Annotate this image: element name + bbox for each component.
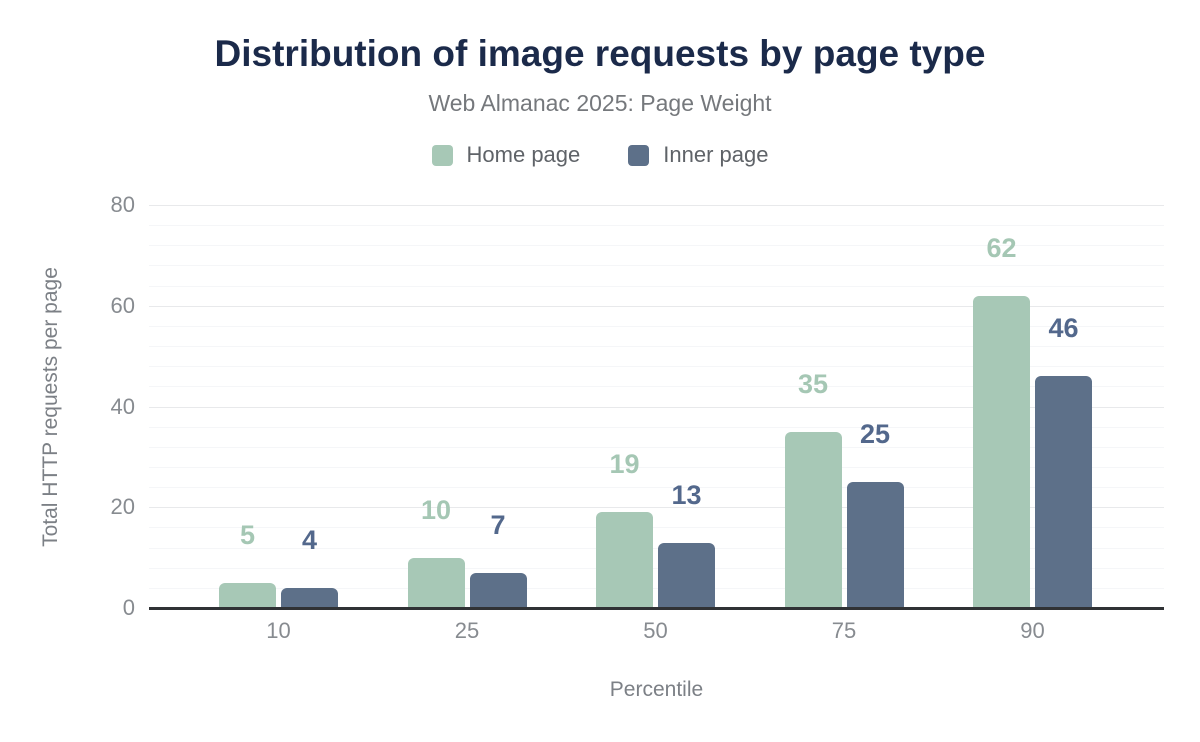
- bar-value-label: 19: [609, 449, 640, 480]
- bar-value-label: 5: [239, 519, 256, 550]
- gridline-minor: [149, 326, 1164, 327]
- gridline-minor: [149, 487, 1164, 488]
- x-axis-line: [149, 607, 1164, 610]
- gridline-minor: [149, 527, 1164, 528]
- bar-value-label: 25: [859, 419, 891, 450]
- bar-inner-p75[interactable]: [846, 482, 904, 608]
- bar-inner-p90[interactable]: [1035, 376, 1092, 608]
- bar-value-label: 4: [301, 524, 318, 555]
- x-tick-label: 90: [1020, 618, 1045, 643]
- inner-page-swatch-icon: [628, 144, 650, 166]
- gridline-minor: [149, 447, 1164, 448]
- x-tick-label: 50: [643, 618, 668, 643]
- gridline-minor: [149, 265, 1164, 266]
- x-tick-label: 75: [831, 618, 857, 643]
- y-tick-label: 20: [110, 494, 135, 519]
- chart-title: Distribution of image requests by page t…: [214, 33, 986, 74]
- y-tick-label: 60: [110, 293, 135, 318]
- bar-home-p75[interactable]: [784, 432, 842, 608]
- gridline-major: [149, 507, 1164, 508]
- y-tick-label: 0: [122, 595, 135, 620]
- gridline-minor: [149, 386, 1164, 387]
- x-tick-label: 25: [454, 618, 480, 643]
- legend: Home page Inner page: [0, 142, 1200, 168]
- gridline-minor: [149, 225, 1164, 226]
- bar-home-p50[interactable]: [596, 512, 653, 608]
- bar-value-label: 35: [797, 368, 829, 399]
- bar-value-label: 7: [490, 509, 506, 540]
- gridline-minor: [149, 568, 1164, 569]
- gridline-minor: [149, 346, 1164, 347]
- gridline-minor: [149, 548, 1164, 549]
- x-axis-title: Percentile: [609, 678, 704, 701]
- legend-label-inner-page: Inner page: [663, 142, 769, 167]
- bar-inner-p10[interactable]: [281, 588, 338, 608]
- bar-value-label: 10: [420, 494, 452, 525]
- bar-home-p10[interactable]: [219, 583, 276, 608]
- y-tick-label: 40: [110, 394, 135, 419]
- bar-value-label: 46: [1048, 313, 1079, 344]
- bar-home-p90[interactable]: [973, 296, 1030, 608]
- legend-label-home-page: Home page: [466, 142, 581, 167]
- bar-value-label: 62: [986, 232, 1017, 263]
- gridline-minor: [149, 588, 1164, 589]
- gridline-minor: [149, 286, 1164, 287]
- legend-item-home-page[interactable]: Home page: [431, 142, 581, 168]
- gridline-major: [149, 306, 1164, 307]
- gridline-minor: [149, 366, 1164, 367]
- gridline-major: [149, 407, 1164, 408]
- home-page-swatch-icon: [431, 144, 453, 166]
- x-tick-label: 10: [266, 618, 291, 643]
- gridline-major: [149, 205, 1164, 206]
- gridline-minor: [149, 245, 1164, 246]
- y-tick-label: 80: [110, 192, 135, 217]
- bar-home-p25[interactable]: [407, 558, 465, 608]
- bar-value-label: 13: [671, 479, 702, 510]
- y-axis-title: Total HTTP requests per page: [39, 267, 62, 547]
- bar-inner-p25[interactable]: [469, 573, 527, 608]
- gridline-minor: [149, 427, 1164, 428]
- legend-item-inner-page[interactable]: Inner page: [628, 142, 768, 168]
- gridline-minor: [149, 467, 1164, 468]
- chart-subtitle: Web Almanac 2025: Page Weight: [428, 90, 772, 116]
- bar-inner-p50[interactable]: [658, 543, 715, 608]
